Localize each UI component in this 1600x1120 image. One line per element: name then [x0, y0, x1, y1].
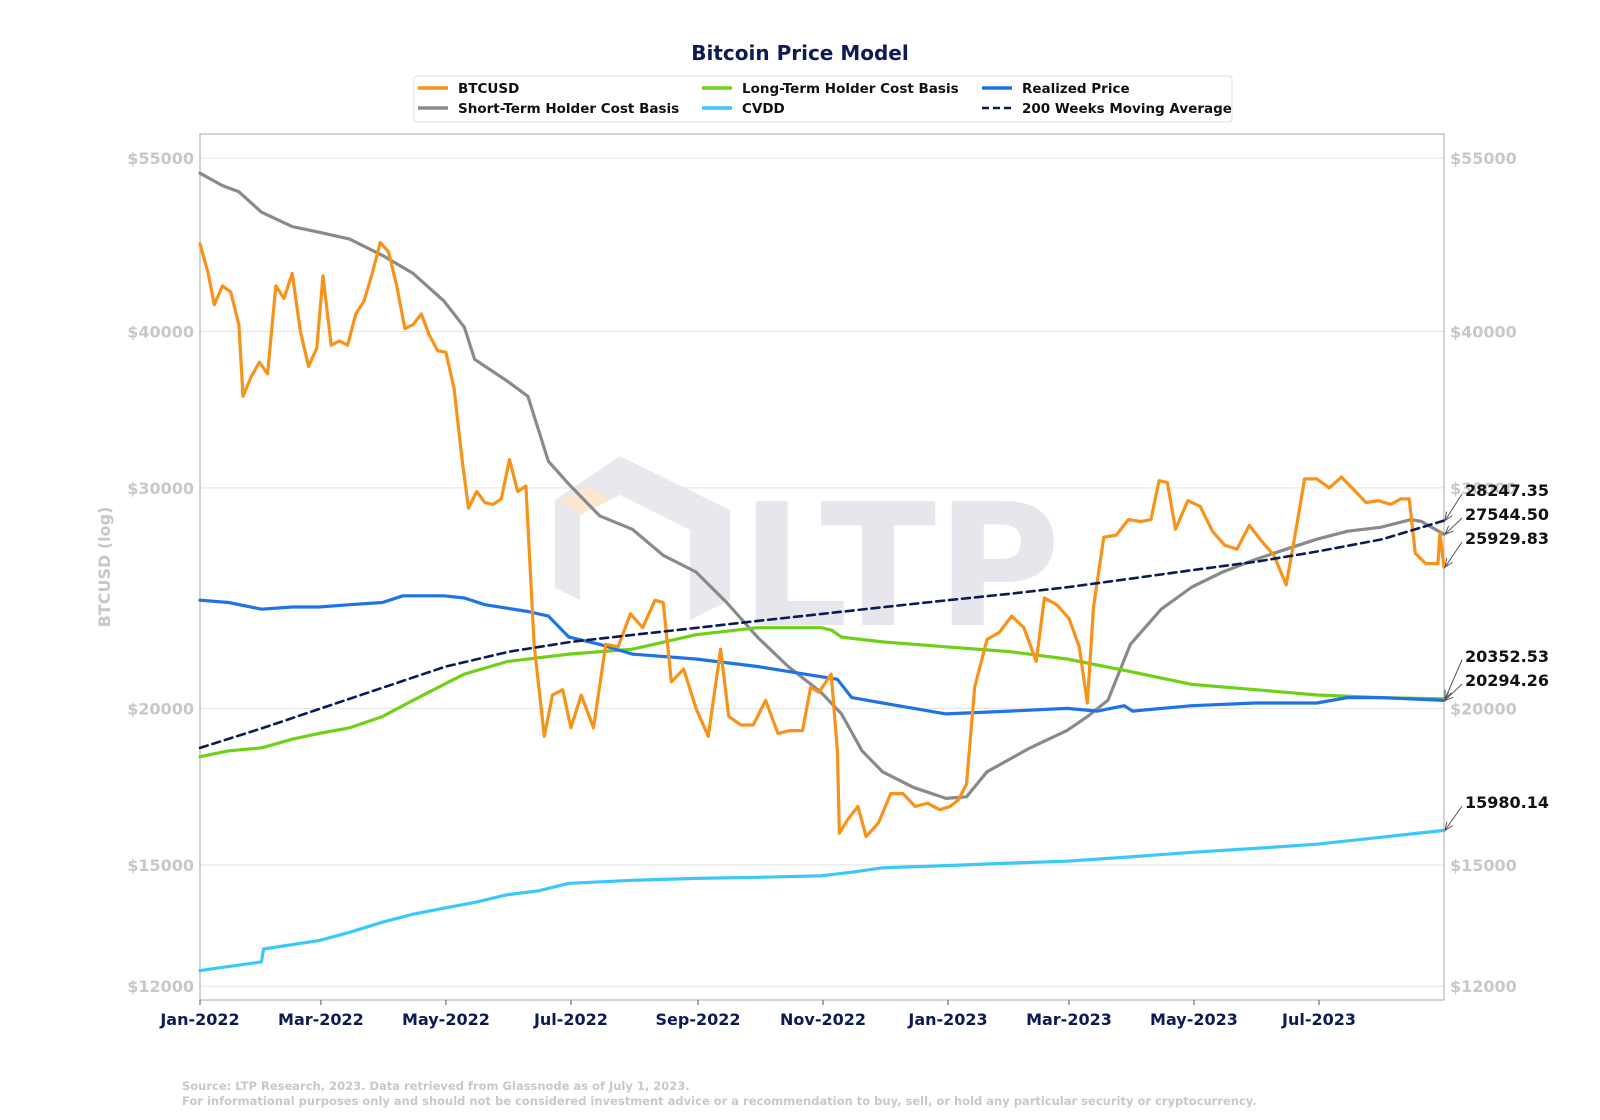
series-line-long-term-holder-cost-basis — [198, 626, 1446, 759]
x-tick-label: Jul-2023 — [1281, 1010, 1356, 1029]
end-label-arrowhead — [1444, 558, 1453, 569]
legend-label-short-term-holder-cost-basis: Short-Term Holder Cost Basis — [458, 101, 679, 117]
legend-label-200-weeks-moving-average: 200 Weeks Moving Average — [1022, 101, 1232, 117]
series-layer — [198, 171, 1446, 973]
y-tick-label-right: $55000 — [1450, 149, 1517, 168]
end-value-label: 15980.14 — [1465, 793, 1549, 812]
legend-label-long-term-holder-cost-basis: Long-Term Holder Cost Basis — [742, 81, 959, 97]
series-line-btcusd — [198, 240, 1446, 839]
x-tick-label: Jul-2022 — [533, 1010, 608, 1029]
end-label-arrowhead — [1444, 525, 1454, 536]
grid — [200, 157, 1444, 987]
series-line-cvdd — [198, 828, 1446, 973]
end-label-arrowhead — [1444, 689, 1452, 701]
end-value-label: 28247.35 — [1465, 481, 1549, 500]
legend: BTCUSD Short-Term Holder Cost Basis Long-T… — [413, 75, 1233, 123]
legend-label-cvdd: CVDD — [742, 101, 785, 117]
end-label-arrowhead — [1444, 511, 1453, 522]
end-value-label: 25929.83 — [1465, 529, 1549, 548]
watermark-logo: LTP — [555, 456, 1061, 666]
y-tick-label-right: $20000 — [1450, 699, 1517, 718]
end-label-arrowhead — [1444, 821, 1453, 832]
footnote-disclaimer: For informational purposes only and shou… — [182, 1094, 1257, 1108]
y-tick-label-left: $12000 — [127, 977, 194, 996]
series-line-realized-price — [198, 594, 1446, 716]
end-value-label: 27544.50 — [1465, 505, 1549, 524]
series-line-200-weeks-moving-average — [198, 519, 1446, 750]
end-value-label: 20352.53 — [1465, 647, 1549, 666]
x-tick-label: Mar-2022 — [278, 1010, 364, 1029]
end-value-labels: 28247.35 27544.50 25929.83 20352.53 20294.26… — [1444, 481, 1549, 832]
end-value-label: 20294.26 — [1465, 671, 1549, 690]
end-label-arrow — [1444, 517, 1463, 535]
y-tick-label-right: $12000 — [1450, 977, 1517, 996]
x-tick-label: May-2023 — [1150, 1010, 1238, 1029]
x-tick-label: May-2022 — [402, 1010, 490, 1029]
y-tick-label-left: $15000 — [127, 856, 194, 875]
footnote-source: Source: LTP Research, 2023. Data retriev… — [182, 1079, 690, 1093]
y-tick-label-right: $15000 — [1450, 856, 1517, 875]
legend-box — [413, 75, 1233, 123]
legend-label-realized-price: Realized Price — [1022, 81, 1130, 97]
end-label-arrow — [1444, 493, 1463, 521]
x-tick-label: Jan-2023 — [907, 1010, 987, 1029]
end-label-arrowhead — [1444, 691, 1454, 702]
x-tick-label: Sep-2022 — [656, 1010, 741, 1029]
series-line-short-term-holder-cost-basis — [198, 171, 1446, 800]
x-tick-label: Jan-2022 — [159, 1010, 239, 1029]
y-tick-label-right: $30000 — [1450, 479, 1517, 498]
x-tick-label: Mar-2023 — [1026, 1010, 1112, 1029]
end-label-arrow — [1444, 805, 1463, 831]
end-label-arrow — [1444, 541, 1463, 568]
legend-label-btcusd: BTCUSD — [458, 81, 519, 97]
y-axis-label: BTCUSD (log) — [95, 507, 114, 628]
watermark-text: LTP — [740, 468, 1061, 666]
end-label-arrow — [1444, 659, 1463, 700]
axis-ticks: $12000 $12000 $15000 $15000 $20000 $20000 $300… — [127, 149, 1517, 1029]
y-tick-label-left: $55000 — [127, 149, 194, 168]
y-tick-label-left: $20000 — [127, 699, 194, 718]
y-tick-label-right: $40000 — [1450, 322, 1517, 341]
chart-title: Bitcoin Price Model — [691, 41, 908, 65]
y-tick-label-left: $30000 — [127, 479, 194, 498]
end-label-arrow — [1444, 683, 1463, 701]
x-tick-label: Nov-2022 — [780, 1010, 866, 1029]
y-tick-label-left: $40000 — [127, 322, 194, 341]
